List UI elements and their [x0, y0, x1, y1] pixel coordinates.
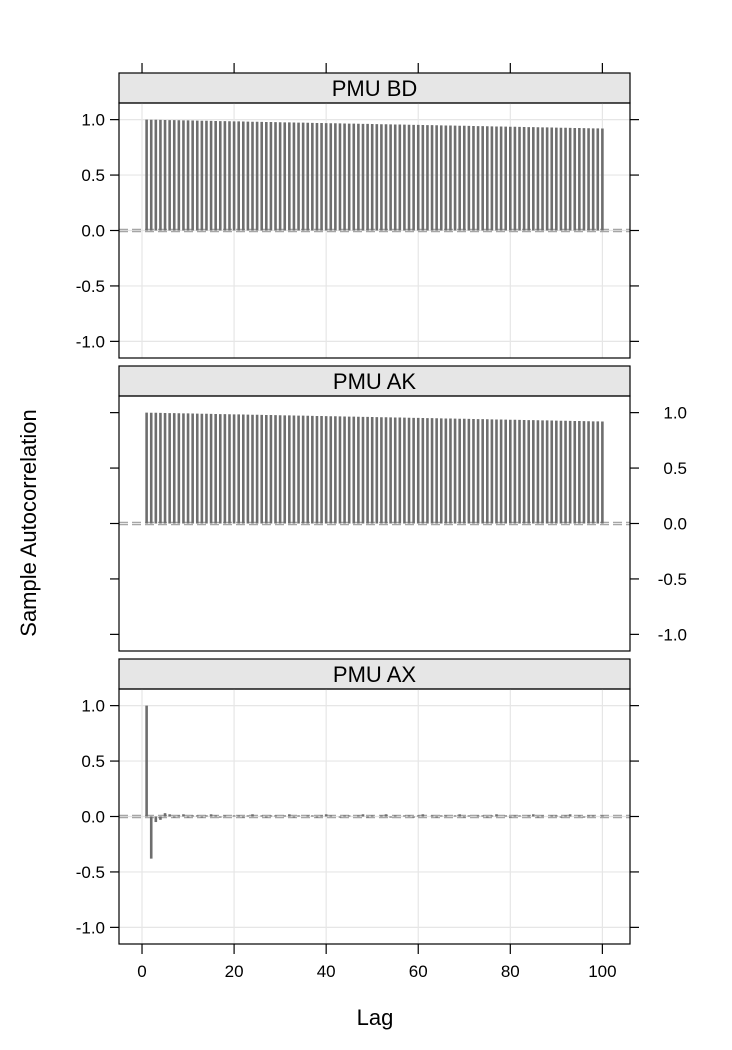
panel-strip-label: PMU AX — [333, 662, 416, 687]
x-axis: 0 20 40 60 80 100 — [137, 63, 617, 981]
y-tick-label: -0.5 — [658, 570, 687, 589]
panel-strip — [118, 72, 631, 104]
x-tick-label: 40 — [317, 962, 336, 981]
y-tick-label: 0.5 — [81, 166, 105, 185]
y-tick-label: 0.5 — [81, 752, 105, 771]
panel-border — [118, 395, 631, 652]
panel-pmu-ax: PMU AX -1.0 -0.5 0.0 0.5 1.0 — [76, 658, 639, 945]
x-tick-label: 100 — [588, 962, 616, 981]
x-axis-title: Lag — [357, 1005, 394, 1030]
y-tick-label: 0.0 — [81, 222, 105, 241]
y-tick-label: 1.0 — [81, 697, 105, 716]
x-tick-label: 0 — [137, 962, 146, 981]
y-tick-label: 1.0 — [81, 111, 105, 130]
panel-strip-label: PMU AK — [333, 369, 416, 394]
y-tick-label: -0.5 — [76, 277, 105, 296]
panel-border — [118, 688, 631, 945]
x-tick-label: 20 — [225, 962, 244, 981]
y-tick-label: -1.0 — [76, 918, 105, 937]
y-tick-label: 0.0 — [663, 515, 687, 534]
y-axis-title: Sample Autocorrelation — [16, 409, 41, 636]
y-tick-label: -1.0 — [76, 332, 105, 351]
y-tick-label: -0.5 — [76, 863, 105, 882]
panel-border — [118, 102, 631, 359]
panels: PMU BD -1.0 -0.5 0.0 0.5 1.0 PMU AK -1.0 -0.5 0.0… — [76, 72, 687, 945]
y-tick-label: 0.5 — [663, 459, 687, 478]
panel-strip-label: PMU BD — [332, 76, 418, 101]
panel-pmu-bd: PMU BD -1.0 -0.5 0.0 0.5 1.0 — [76, 72, 639, 359]
y-tick-label: -1.0 — [658, 625, 687, 644]
x-tick-label: 80 — [501, 962, 520, 981]
y-tick-label: 1.0 — [663, 404, 687, 423]
x-tick-label: 60 — [409, 962, 428, 981]
panel-strip — [118, 365, 631, 397]
y-tick-label: 0.0 — [81, 808, 105, 827]
panel-pmu-ak: PMU AK -1.0 -0.5 0.0 0.5 1.0 — [110, 365, 687, 652]
